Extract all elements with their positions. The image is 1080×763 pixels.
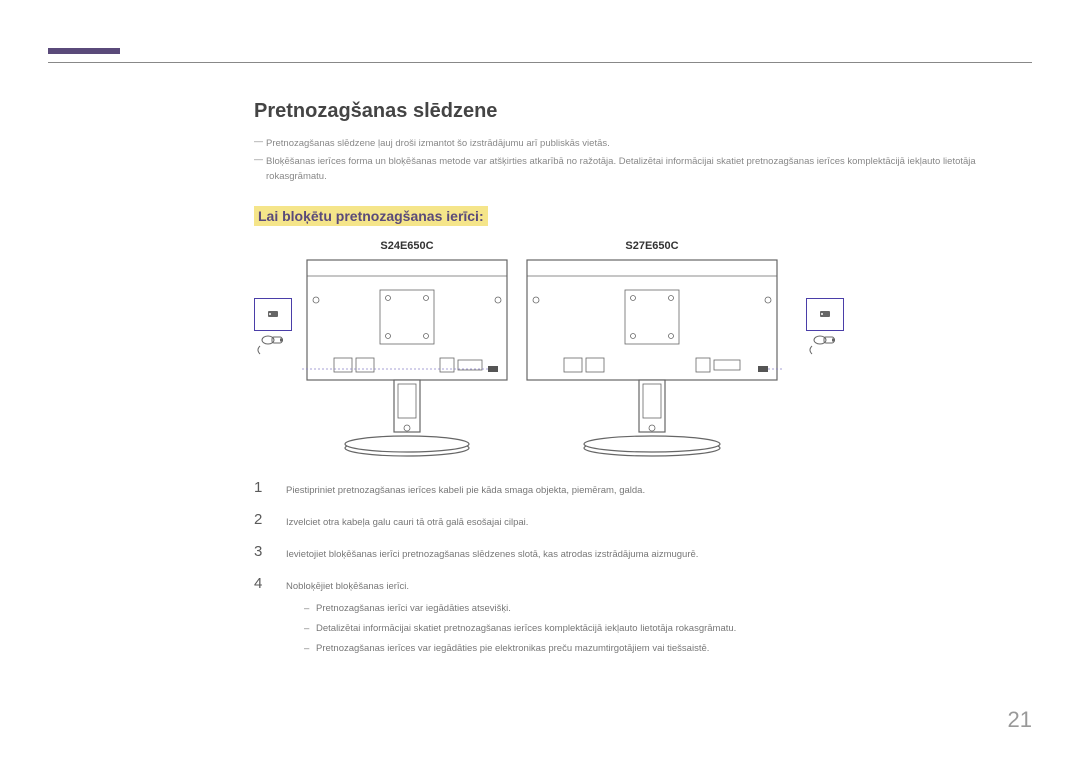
step-text-1: Piestipriniet pretnozagšanas ierīces kab… [286,480,645,498]
monitor-right-block: S27E650C [522,240,782,458]
step-text-4: Nobloķējiet bloķēšanas ierīci. [286,576,409,594]
diagram-row: S24E650C [254,240,1032,458]
header-rule [48,62,1032,63]
monitor-left-diagram [302,258,512,458]
step-num-2: 2 [254,512,268,527]
sub-bullet-2: Detalizētai informācijai skatiet pretnoz… [286,621,1032,637]
monitor-left-block: S24E650C [302,240,512,458]
step-2: 2 Izvelciet otra kabeļa galu cauri tā ot… [254,512,1032,530]
sub-bullet-1: Pretnozagšanas ierīci var iegādāties ats… [286,601,1032,617]
step-num-4: 4 [254,576,268,591]
step-num-1: 1 [254,480,268,495]
steps-list: 1 Piestipriniet pretnozagšanas ierīces k… [254,480,1032,657]
monitor-right-diagram [522,258,782,458]
note-2: Bloķēšanas ierīces forma un bloķēšanas m… [254,155,1032,184]
section-subtitle: Lai bloķētu pretnozagšanas ierīci: [254,206,488,226]
page-title: Pretnozagšanas slēdzene [254,100,1032,123]
step-4: 4 Nobloķējiet bloķēšanas ierīci. [254,576,1032,594]
lock-callout-right [806,298,844,358]
model-label-right: S27E650C [625,240,678,252]
sub-bullets: Pretnozagšanas ierīci var iegādāties ats… [286,601,1032,657]
step-3: 3 Ievietojiet bloķēšanas ierīci pretnoza… [254,544,1032,562]
step-text-2: Izvelciet otra kabeļa galu cauri tā otrā… [286,512,528,530]
page-number: 21 [1008,707,1032,733]
step-num-3: 3 [254,544,268,559]
page-content: Pretnozagšanas slēdzene Pretnozagšanas s… [254,100,1032,657]
step-text-3: Ievietojiet bloķēšanas ierīci pretnozagš… [286,544,698,562]
note-1: Pretnozagšanas slēdzene ļauj droši izman… [254,137,1032,151]
step-1: 1 Piestipriniet pretnozagšanas ierīces k… [254,480,1032,498]
header-accent-bar [48,48,120,54]
model-label-left: S24E650C [380,240,433,252]
sub-bullet-3: Pretnozagšanas ierīces var iegādāties pi… [286,641,1032,657]
lock-callout-left [254,298,292,358]
